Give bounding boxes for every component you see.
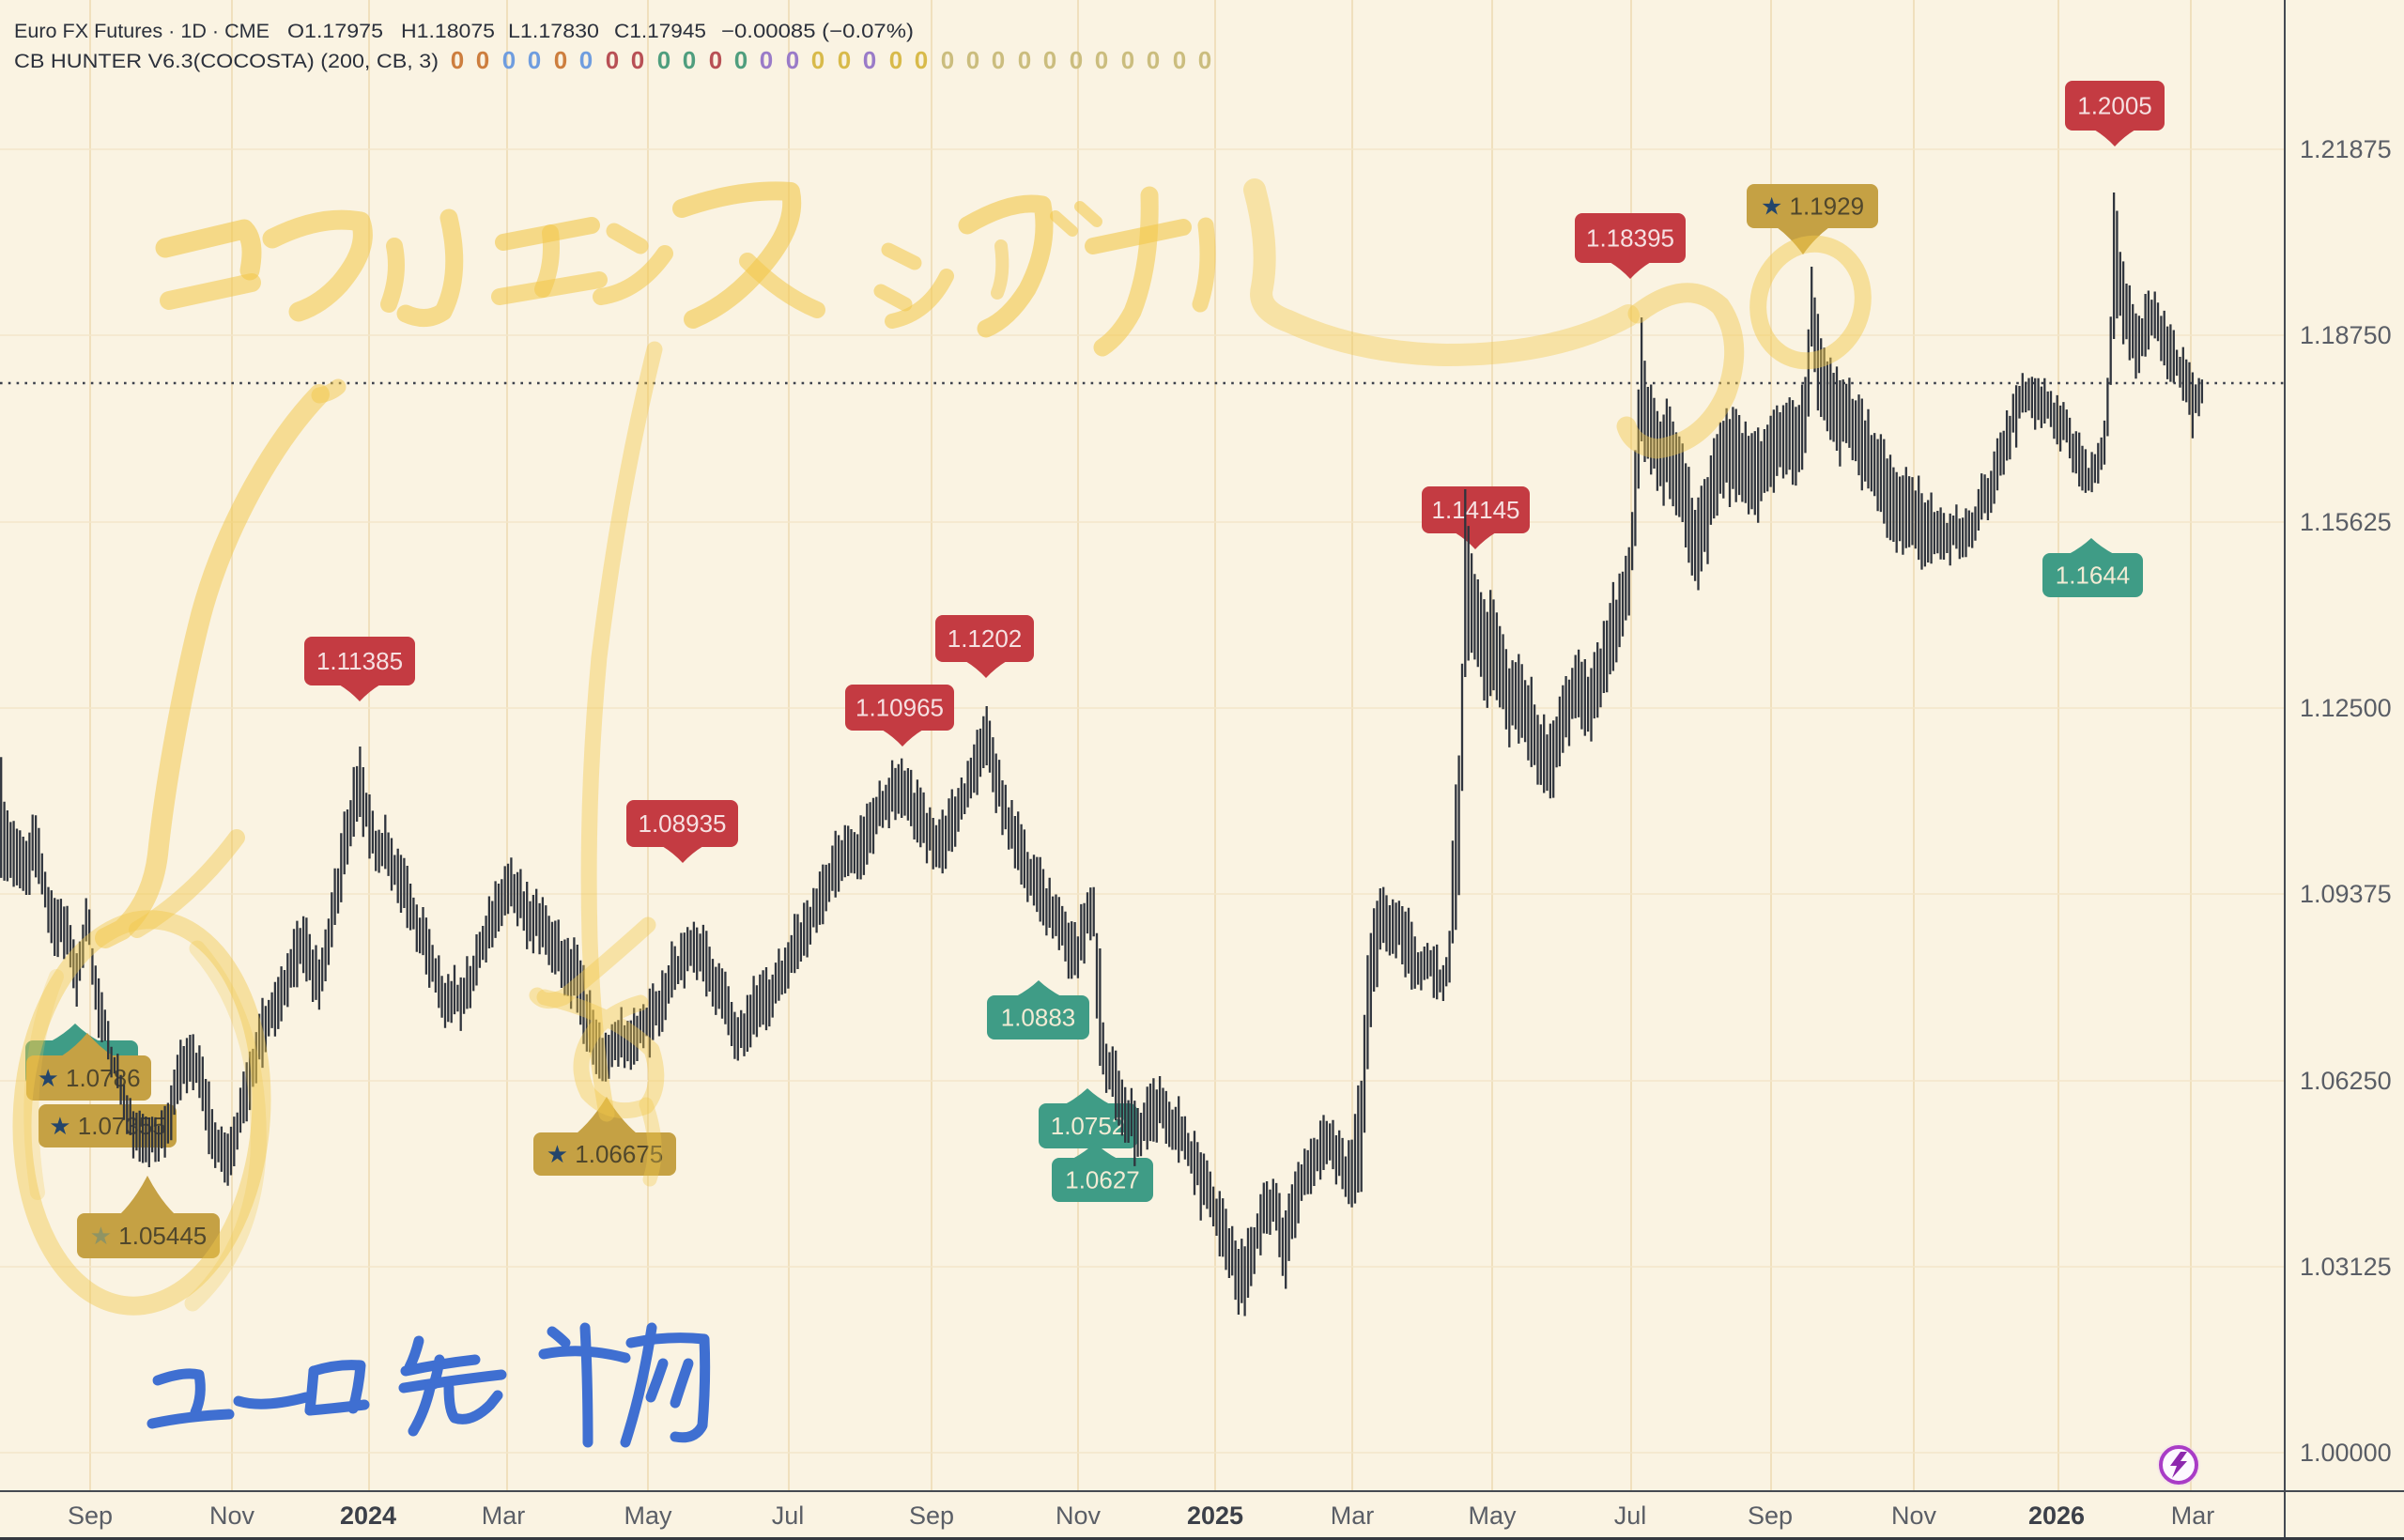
svg-text:0: 0	[709, 46, 722, 74]
svg-text:0: 0	[631, 46, 644, 74]
svg-text:Sep: Sep	[909, 1502, 954, 1530]
svg-text:Mar: Mar	[1331, 1502, 1375, 1530]
svg-text:Sep: Sep	[1748, 1502, 1793, 1530]
svg-text:Mar: Mar	[2171, 1502, 2215, 1530]
svg-text:0: 0	[941, 46, 954, 74]
svg-text:0: 0	[1121, 46, 1134, 74]
svg-text:2025: 2025	[1187, 1502, 1243, 1530]
svg-text:1.10965: 1.10965	[855, 694, 944, 722]
svg-text:1.15625: 1.15625	[2300, 508, 2392, 536]
svg-text:−0.00085 (−0.07%): −0.00085 (−0.07%)	[721, 21, 914, 42]
svg-text:May: May	[1468, 1502, 1517, 1530]
svg-text:0: 0	[760, 46, 773, 74]
svg-text:1.18750: 1.18750	[2300, 321, 2392, 349]
svg-text:★ 1.06675: ★ 1.06675	[547, 1140, 664, 1168]
svg-text:Jul: Jul	[772, 1502, 805, 1530]
svg-text:0: 0	[554, 46, 567, 74]
svg-text:1.18395: 1.18395	[1586, 224, 1674, 253]
svg-text:0: 0	[811, 46, 824, 74]
svg-text:1.0883: 1.0883	[1001, 1004, 1076, 1032]
svg-text:1.0627: 1.0627	[1065, 1166, 1140, 1194]
svg-text:Nov: Nov	[209, 1502, 255, 1530]
svg-text:1.08935: 1.08935	[639, 809, 727, 838]
svg-text:0: 0	[606, 46, 619, 74]
svg-text:1.14145: 1.14145	[1432, 496, 1520, 524]
svg-text:0: 0	[863, 46, 876, 74]
svg-text:Euro FX Futures · 1D · CME: Euro FX Futures · 1D · CME	[14, 21, 270, 42]
svg-text:May: May	[624, 1502, 672, 1530]
svg-text:1.0752: 1.0752	[1051, 1112, 1126, 1140]
svg-text:0: 0	[657, 46, 670, 74]
svg-text:1.09375: 1.09375	[2300, 880, 2392, 908]
svg-text:0: 0	[966, 46, 979, 74]
svg-text:0: 0	[1043, 46, 1056, 74]
svg-text:0: 0	[1173, 46, 1186, 74]
svg-text:0: 0	[734, 46, 747, 74]
svg-text:Jul: Jul	[1614, 1502, 1647, 1530]
svg-text:1.21875: 1.21875	[2300, 135, 2392, 163]
svg-text:0: 0	[476, 46, 489, 74]
svg-text:1.06250: 1.06250	[2300, 1067, 2392, 1095]
svg-text:0: 0	[992, 46, 1005, 74]
svg-text:★ 1.0786: ★ 1.0786	[37, 1064, 140, 1092]
svg-text:1.00000: 1.00000	[2300, 1439, 2392, 1467]
svg-text:0: 0	[1070, 46, 1083, 74]
svg-text:0: 0	[915, 46, 928, 74]
svg-text:1.11385: 1.11385	[316, 647, 403, 675]
svg-text:1.1202: 1.1202	[948, 624, 1023, 653]
svg-text:0: 0	[1018, 46, 1031, 74]
svg-text:Sep: Sep	[68, 1502, 113, 1530]
svg-text:0: 0	[502, 46, 516, 74]
svg-text:0: 0	[889, 46, 902, 74]
svg-text:0: 0	[528, 46, 541, 74]
svg-text:★ 1.1929: ★ 1.1929	[1761, 192, 1864, 221]
svg-text:Mar: Mar	[482, 1502, 526, 1530]
svg-text:H1.18075: H1.18075	[401, 21, 495, 42]
svg-text:2026: 2026	[2028, 1502, 2085, 1530]
svg-text:0: 0	[1147, 46, 1160, 74]
svg-text:0: 0	[1095, 46, 1108, 74]
svg-text:1.2005: 1.2005	[2077, 92, 2152, 120]
svg-text:Nov: Nov	[1056, 1502, 1102, 1530]
svg-text:0: 0	[838, 46, 851, 74]
svg-text:★ 1.05445: ★ 1.05445	[90, 1222, 208, 1250]
svg-text:Nov: Nov	[1891, 1502, 1937, 1530]
svg-text:0: 0	[683, 46, 696, 74]
svg-text:CB HUNTER V6.3(COCOSTA) (200,: CB HUNTER V6.3(COCOSTA) (200, CB, 3)	[14, 51, 439, 72]
svg-text:C1.17945: C1.17945	[614, 21, 706, 42]
svg-text:L1.17830: L1.17830	[508, 21, 599, 42]
svg-text:0: 0	[1198, 46, 1211, 74]
svg-text:0: 0	[451, 46, 464, 74]
svg-text:0: 0	[786, 46, 799, 74]
svg-text:O1.17975: O1.17975	[287, 21, 383, 42]
svg-text:1.1644: 1.1644	[2056, 562, 2131, 590]
svg-text:2024: 2024	[340, 1502, 396, 1530]
svg-text:1.12500: 1.12500	[2300, 694, 2392, 722]
svg-text:1.03125: 1.03125	[2300, 1253, 2392, 1281]
svg-text:0: 0	[579, 46, 593, 74]
